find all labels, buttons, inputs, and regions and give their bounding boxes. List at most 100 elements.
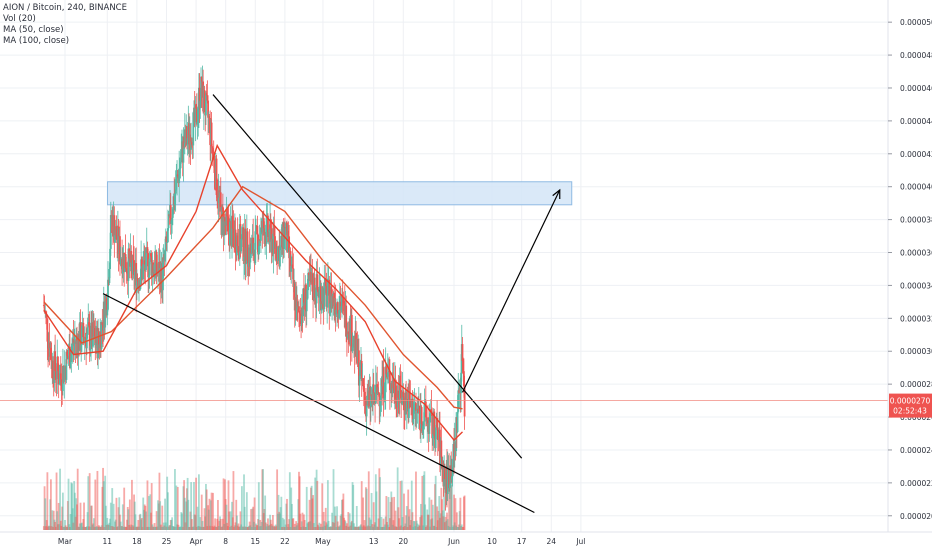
volume-bar <box>61 492 64 530</box>
candle-body <box>232 228 235 234</box>
volume-bar <box>164 522 167 530</box>
volume-bar <box>387 497 390 530</box>
trendline-lower[interactable] <box>102 293 535 514</box>
candle-body <box>80 345 83 350</box>
volume-bar <box>463 495 466 530</box>
candle-body <box>237 246 240 253</box>
candle-body <box>63 366 66 382</box>
volume-bar <box>237 523 240 530</box>
legend-ma100[interactable]: MA (100, close) <box>3 36 70 46</box>
volume-bar <box>208 498 211 530</box>
price-axis-label: 0.0000400 <box>900 183 932 192</box>
candle-body <box>89 345 92 351</box>
volume-bar <box>88 473 91 530</box>
volume-bar <box>217 499 219 530</box>
candle-body <box>333 292 336 307</box>
volume-bar <box>353 523 355 530</box>
candle-body <box>240 239 243 252</box>
candle-body <box>256 225 259 235</box>
candle-body <box>149 253 152 262</box>
candle-body <box>255 225 258 227</box>
candle-body <box>362 385 365 392</box>
candle-body <box>326 279 329 296</box>
candle-body <box>262 218 265 229</box>
candle-body <box>358 375 361 386</box>
volume-bar <box>453 494 455 530</box>
candle-body <box>124 254 127 269</box>
volume-bar <box>352 484 355 530</box>
volume-bar <box>227 480 230 530</box>
volume-bar <box>334 515 337 530</box>
time-axis[interactable]: Mar 11 18 25 Apr 8 15 22 May 13 20 Jun 10 17 24 Jul <box>58 537 585 546</box>
candle-body <box>357 350 360 386</box>
candle-body <box>303 288 305 303</box>
candle-body <box>379 400 381 407</box>
candle-body <box>433 411 436 436</box>
candle-body <box>175 177 178 190</box>
candle-body <box>79 322 82 350</box>
volume-bar <box>299 513 302 530</box>
candle-body <box>413 407 416 411</box>
candle-body <box>269 219 271 242</box>
candle-body <box>448 484 451 489</box>
candle-body <box>179 162 182 169</box>
resistance-zone[interactable] <box>107 181 573 206</box>
candle-body <box>150 253 152 257</box>
price-axis-label: 0.0000200 <box>900 512 932 521</box>
volume-bar <box>436 506 439 530</box>
candle-body <box>178 168 181 170</box>
legend-volume[interactable]: Vol (20) <box>3 14 36 24</box>
candle-body <box>231 215 233 247</box>
candle-body <box>57 356 59 372</box>
volume-bar <box>405 506 408 530</box>
volume-bar <box>401 517 404 530</box>
volume-bar <box>196 506 199 530</box>
candle-body <box>379 395 382 401</box>
candle-body <box>363 391 366 401</box>
volume-bar <box>323 521 326 530</box>
volume-bar <box>399 480 402 530</box>
volume-bar <box>288 472 291 530</box>
candle-body <box>409 399 412 406</box>
candle-body <box>313 277 316 301</box>
volume-bar <box>396 467 399 530</box>
volume-bar <box>368 517 371 530</box>
time-axis-label: May <box>315 537 331 546</box>
candle-body <box>60 379 63 390</box>
volume-bar <box>232 471 235 530</box>
candle-body <box>311 273 314 292</box>
candle-body <box>249 243 252 263</box>
legend-ma50[interactable]: MA (50, close) <box>3 25 64 35</box>
candle-body <box>317 289 319 291</box>
candle-body <box>462 361 465 372</box>
candle-body <box>121 266 124 274</box>
candle-body <box>101 322 104 325</box>
volume-bar <box>408 509 411 530</box>
volume-bar <box>283 519 286 530</box>
candle-body <box>166 242 169 243</box>
price-axis-label: 0.0000300 <box>900 347 932 356</box>
volume-bar <box>109 502 112 530</box>
trend-drawings <box>102 94 561 514</box>
volume-bar <box>164 498 166 530</box>
candle-body <box>171 214 174 218</box>
candle-body <box>166 228 169 243</box>
volume-bar <box>73 492 76 530</box>
volume-bar <box>166 492 169 530</box>
candle-body <box>408 392 410 418</box>
candle-body <box>328 279 331 314</box>
volume-bar <box>56 511 59 530</box>
volume-bar <box>347 512 350 530</box>
candle-body <box>195 104 197 109</box>
volume-bar <box>342 493 345 530</box>
time-axis-label: 18 <box>132 537 142 546</box>
volume-bar <box>259 519 262 530</box>
volume-bar <box>190 482 193 530</box>
candle-body <box>254 231 257 264</box>
volume-bar <box>459 497 462 530</box>
legend-symbol[interactable]: AION / Bitcoin, 240, BINANCE <box>3 3 127 13</box>
trendline-projection[interactable] <box>461 189 561 393</box>
trendline-upper[interactable] <box>212 94 523 459</box>
volume-bar <box>455 512 458 530</box>
